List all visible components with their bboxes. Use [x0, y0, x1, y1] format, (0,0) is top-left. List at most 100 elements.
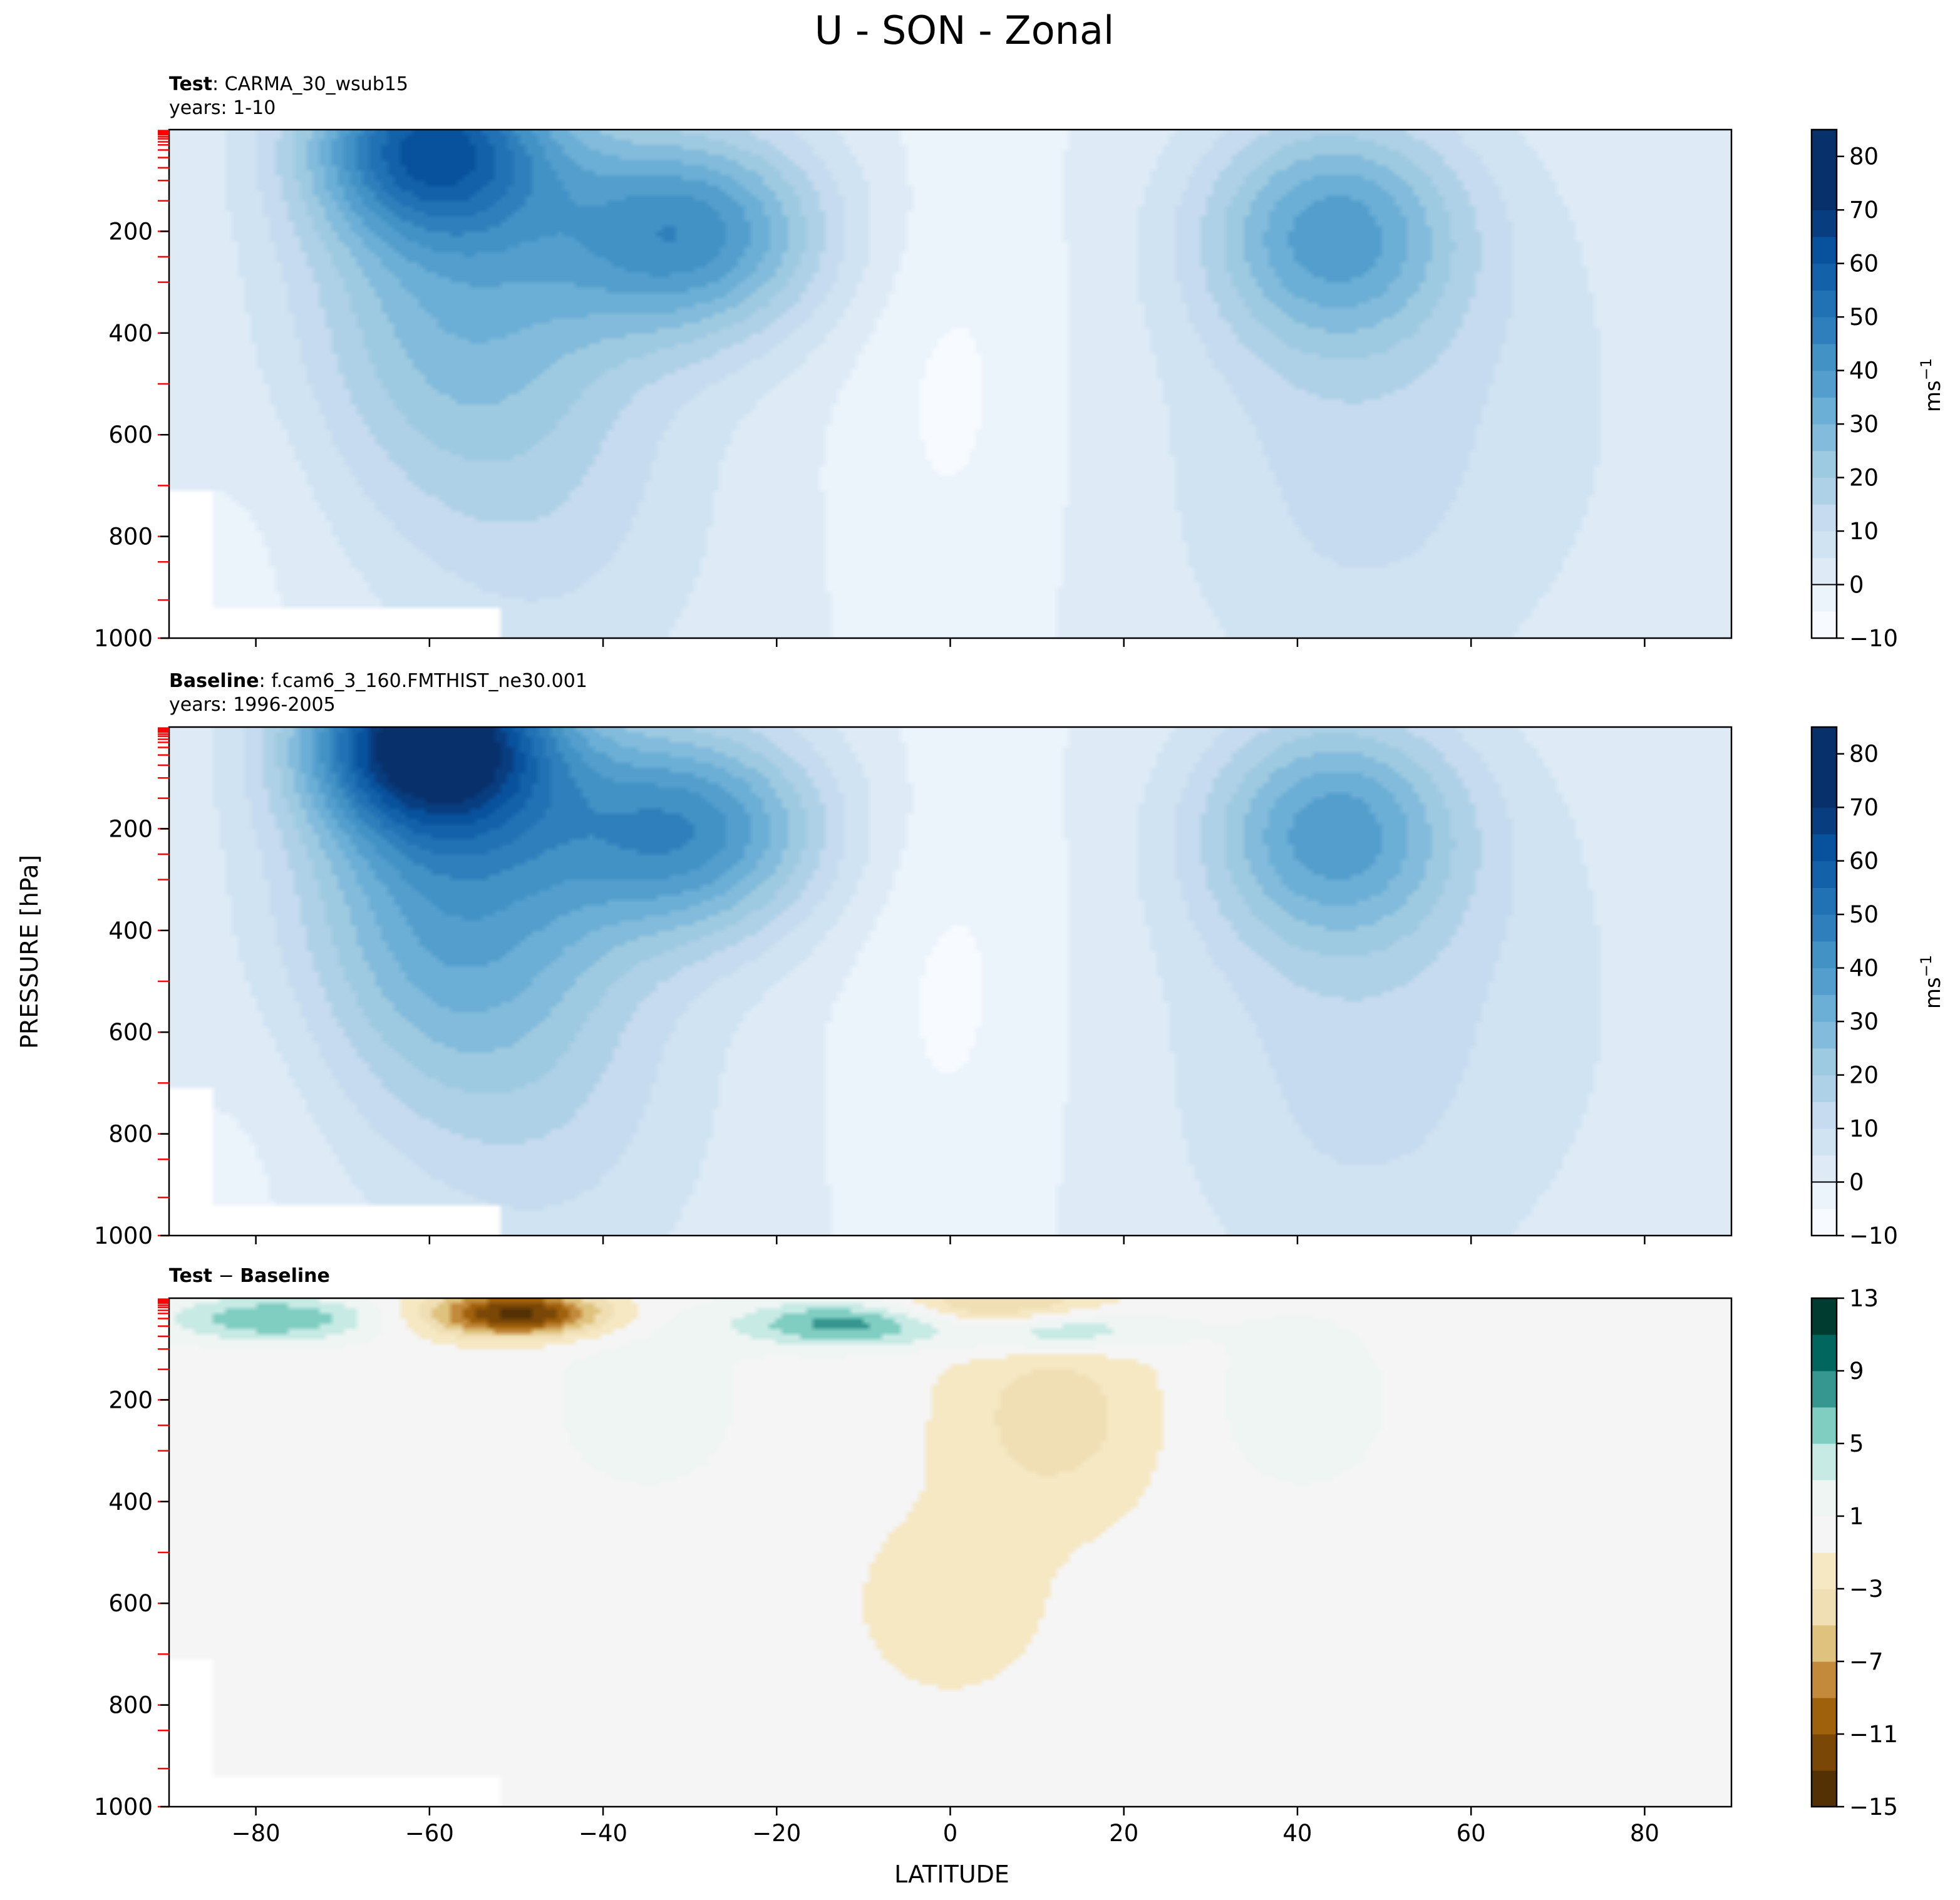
colorbar-segment — [1812, 1552, 1837, 1589]
colorbar-tick-label: −11 — [1849, 1721, 1898, 1748]
test-panel: Test: CARMA_30_wsub15 years: 1-10 200400… — [94, 73, 1898, 652]
colorbar-segment — [1812, 1209, 1837, 1236]
colorbar-segment — [1812, 130, 1837, 157]
colorbar-segment — [1812, 1075, 1837, 1102]
colorbar-segment — [1812, 557, 1837, 586]
colorbar-tick-label: −15 — [1849, 1794, 1898, 1820]
x-tick-label: −20 — [752, 1820, 801, 1847]
colorbar-segment — [1812, 1335, 1837, 1371]
x-tick-label: 20 — [1109, 1820, 1138, 1847]
colorbar-segment — [1812, 343, 1837, 371]
panel-years: years: 1-10 — [169, 97, 276, 119]
panel-label: Baseline: f.cam6_3_160.FMTHIST_ne30.001 — [169, 670, 587, 692]
colorbar-segment — [1812, 397, 1837, 425]
colorbar-segment — [1812, 1625, 1837, 1662]
y-tick-label: 1000 — [94, 1794, 153, 1820]
colorbar-tick-label: −7 — [1849, 1648, 1884, 1675]
colorbar-units: ms−1 — [1917, 358, 1946, 412]
colorbar-segment — [1812, 753, 1837, 781]
colorbar-tick-label: 70 — [1849, 794, 1879, 821]
label-text: : f.cam6_3_160.FMTHIST_ne30.001 — [259, 670, 587, 692]
colorbar-tick-label: 80 — [1849, 741, 1879, 768]
colorbar-tick-label: 20 — [1849, 465, 1879, 492]
baseline-panel: Baseline: f.cam6_3_160.FMTHIST_ne30.001 … — [94, 670, 1898, 1249]
y-tick-label: 800 — [108, 524, 153, 550]
colorbar-segment — [1812, 1128, 1837, 1156]
colorbar-segment — [1812, 1698, 1837, 1735]
y-tick-label: 400 — [108, 1489, 153, 1515]
contour-field — [169, 727, 1731, 1236]
colorbar-tick-label: 40 — [1849, 358, 1879, 385]
figure-title: U - SON - Zonal — [815, 8, 1114, 53]
colorbar-tick-label: 10 — [1849, 518, 1879, 545]
colorbar-tick-label: 60 — [1849, 250, 1879, 277]
x-tick-label: 80 — [1630, 1820, 1659, 1847]
colorbar-segment — [1812, 941, 1837, 969]
colorbar-tick-label: −3 — [1849, 1576, 1884, 1603]
colorbar-tick-label: −10 — [1849, 1222, 1898, 1249]
colorbar-segment — [1812, 914, 1837, 942]
colorbar-tick-label: 30 — [1849, 1008, 1879, 1035]
colorbar-units-base: ms — [1921, 380, 1946, 412]
contour-field — [169, 1298, 1731, 1807]
x-tick-label: −80 — [232, 1820, 281, 1847]
colorbar-tick-label: 30 — [1849, 411, 1879, 438]
colorbar-segment — [1812, 236, 1837, 264]
colorbar-tick-label: 5 — [1849, 1430, 1864, 1457]
x-tick-label: −60 — [405, 1820, 454, 1847]
colorbar-segment — [1812, 1480, 1837, 1517]
y-axis-label: PRESSURE [hPa] — [16, 855, 43, 1049]
label-bold: Test — [169, 73, 212, 95]
colorbar-segment — [1812, 424, 1837, 452]
colorbar-segment — [1812, 1021, 1837, 1049]
colorbar-segment — [1812, 1182, 1837, 1209]
x-tick-label: 40 — [1282, 1820, 1312, 1847]
colorbar-segment — [1812, 1155, 1837, 1183]
colorbar-segment — [1812, 860, 1837, 888]
colorbar-segment — [1812, 1734, 1837, 1771]
colorbar-tick-label: 0 — [1849, 572, 1864, 599]
y-tick-label: 200 — [108, 218, 153, 245]
colorbar-segment — [1812, 1589, 1837, 1626]
y-tick-label: 600 — [108, 1590, 153, 1617]
colorbar-segment — [1812, 477, 1837, 505]
colorbar-segment — [1812, 317, 1837, 344]
colorbar-segment — [1812, 531, 1837, 559]
colorbar-segment — [1812, 887, 1837, 915]
colorbar-segment — [1812, 1661, 1837, 1698]
colorbar-segment — [1812, 450, 1837, 478]
label-bold-2: Baseline — [240, 1265, 330, 1287]
y-tick-label: 600 — [108, 1019, 153, 1046]
colorbar-segment — [1812, 1407, 1837, 1444]
colorbar-segment — [1812, 584, 1837, 612]
colorbar-tick-label: 50 — [1849, 901, 1879, 928]
y-tick-label: 200 — [108, 815, 153, 842]
colorbar-segment — [1812, 156, 1837, 183]
y-tick-label: 400 — [108, 320, 153, 347]
colorbar-tick-label: 60 — [1849, 848, 1879, 875]
colorbar-segment — [1812, 1298, 1837, 1335]
colorbar-tick-label: 70 — [1849, 197, 1879, 224]
y-tick-label: 400 — [108, 917, 153, 944]
x-tick-label: 60 — [1457, 1820, 1486, 1847]
colorbar-tick-label: −10 — [1849, 625, 1898, 652]
label-text: : CARMA_30_wsub15 — [212, 73, 408, 95]
colorbar-segment — [1812, 611, 1837, 639]
colorbar-segment — [1812, 290, 1837, 318]
colorbar-segment — [1812, 1371, 1837, 1408]
label-text: − — [212, 1265, 240, 1287]
colorbar-units-sup: −1 — [1917, 955, 1935, 977]
colorbar-segment — [1812, 1770, 1837, 1807]
panel-label: Test: CARMA_30_wsub15 — [169, 73, 408, 95]
colorbar-segment — [1812, 1102, 1837, 1129]
colorbar-tick-label: 20 — [1849, 1062, 1879, 1089]
colorbar-tick-label: 9 — [1849, 1358, 1864, 1385]
y-tick-label: 200 — [108, 1386, 153, 1413]
colorbar-frame — [1810, 1297, 1838, 1808]
colorbar-units-sup: −1 — [1917, 358, 1935, 380]
colorbar-segment — [1812, 263, 1837, 291]
colorbar-tick-label: 50 — [1849, 304, 1879, 331]
colorbar-tick-label: 40 — [1849, 955, 1879, 982]
